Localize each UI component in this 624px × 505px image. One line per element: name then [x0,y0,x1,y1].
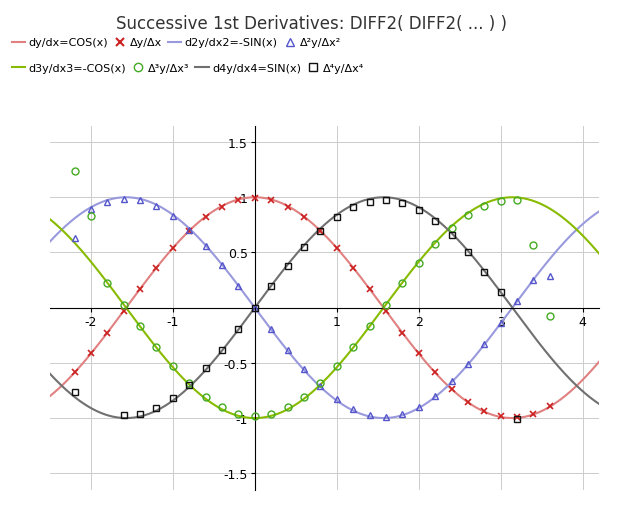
Legend: d3y/dx3=-COS(x), Δ³y/Δx³, d4y/dx4=SIN(x), Δ⁴y/Δx⁴: d3y/dx3=-COS(x), Δ³y/Δx³, d4y/dx4=SIN(x)… [12,64,364,74]
Text: Successive 1st Derivatives: DIFF2( DIFF2( ... ) ): Successive 1st Derivatives: DIFF2( DIFF2… [117,15,507,33]
Legend: dy/dx=COS(x), Δy/Δx, d2y/dx2=-SIN(x), Δ²y/Δx²: dy/dx=COS(x), Δy/Δx, d2y/dx2=-SIN(x), Δ²… [12,38,341,48]
